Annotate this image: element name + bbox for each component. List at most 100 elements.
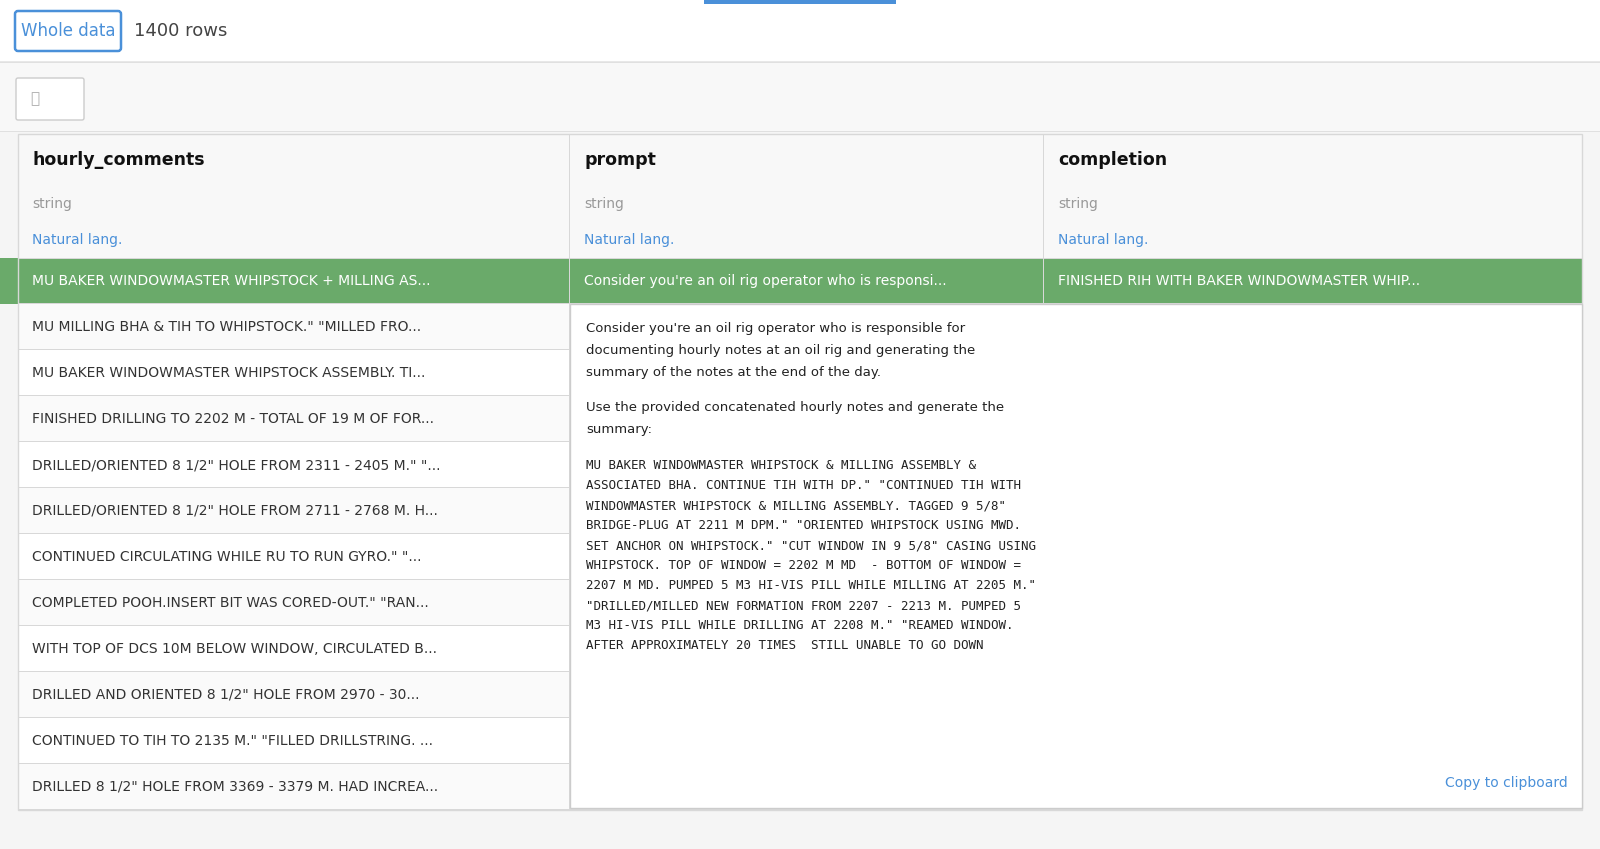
- Text: Consider you're an o...: Consider you're an o...: [584, 412, 741, 426]
- Text: INSUCC...: INSUCC...: [1058, 320, 1123, 334]
- Text: FINISHED RIH WITH BAKER WINDOWMASTER WHIP...: FINISHED RIH WITH BAKER WINDOWMASTER WHI…: [1058, 274, 1421, 288]
- Bar: [18, 533, 1582, 534]
- Text: Consider you're an o...: Consider you're an o...: [584, 550, 741, 564]
- Bar: [18, 134, 1582, 258]
- Text: Consider you're an o...: Consider you're an o...: [584, 688, 741, 702]
- Text: completion: completion: [1058, 151, 1166, 169]
- Bar: [18, 717, 1582, 718]
- FancyBboxPatch shape: [16, 78, 83, 120]
- Text: DRILLED AND ORIENTED 8 1/2" HOLE FROM 2970 - 30...: DRILLED AND ORIENTED 8 1/2" HOLE FROM 29…: [32, 688, 419, 702]
- Bar: [18, 671, 1582, 672]
- Text: M3 HI-VIS PILL WHILE DRILLING AT 2208 M." "REAMED WINDOW.: M3 HI-VIS PILL WHILE DRILLING AT 2208 M.…: [586, 619, 1013, 633]
- Bar: [18, 258, 1582, 259]
- Text: string: string: [32, 197, 72, 211]
- Text: Consider you're an o...: Consider you're an o...: [584, 596, 741, 610]
- Text: hourly_comments: hourly_comments: [32, 151, 205, 169]
- Text: WHIPSTOCK. TOP OF WINDOW = 2202 M MD  - BOTTOM OF WINDOW =: WHIPSTOCK. TOP OF WINDOW = 2202 M MD - B…: [586, 559, 1021, 572]
- Text: CONTINUED TO TIH TO 2135 M." "FILLED DRILLSTRING. ...: CONTINUED TO TIH TO 2135 M." "FILLED DRI…: [32, 734, 434, 748]
- Text: MU BAKER WINDOWMASTER WHIPSTOCK & MILLING ASSEMBLY &: MU BAKER WINDOWMASTER WHIPSTOCK & MILLIN…: [586, 459, 976, 472]
- Text: DRILLED/ORIENTED 8 1/2" HOLE FROM 2711 - 2768 M. H...: DRILLED/ORIENTED 8 1/2" HOLE FROM 2711 -…: [32, 504, 438, 518]
- Text: AFTER APPROXIMATELY 20 TIMES  STILL UNABLE TO GO DOWN: AFTER APPROXIMATELY 20 TIMES STILL UNABL…: [586, 639, 984, 652]
- Text: string: string: [1058, 197, 1098, 211]
- Bar: [0, 62, 1600, 132]
- Text: Natural lang.: Natural lang.: [1058, 233, 1149, 247]
- Text: ROM 217...: ROM 217...: [1058, 366, 1134, 380]
- Bar: [18, 764, 1582, 810]
- Bar: [18, 718, 1582, 764]
- Text: summary of the notes at the end of the day.: summary of the notes at the end of the d…: [586, 366, 882, 379]
- Bar: [0, 131, 1600, 132]
- Bar: [18, 672, 1582, 718]
- Text: WITH TOP OF DCS 10M BELOW WINDOW, CIRCULATED B...: WITH TOP OF DCS 10M BELOW WINDOW, CIRCUL…: [32, 642, 437, 656]
- Text: 1400 rows: 1400 rows: [134, 22, 227, 40]
- Text: Use the provided concatenated hourly notes and generate the: Use the provided concatenated hourly not…: [586, 402, 1005, 414]
- Text: Consider you're an oil rig operator who is responsi...: Consider you're an oil rig operator who …: [584, 274, 947, 288]
- Text: H WITH ...: H WITH ...: [1058, 412, 1126, 426]
- Text: WINDOWMASTER WHIPSTOCK & MILLING ASSEMBLY. TAGGED 9 5/8": WINDOWMASTER WHIPSTOCK & MILLING ASSEMBL…: [586, 499, 1006, 512]
- Text: "DRILLED/MILLED NEW FORMATION FROM 2207 - 2213 M. PUMPED 5: "DRILLED/MILLED NEW FORMATION FROM 2207 …: [586, 599, 1021, 612]
- Bar: [18, 488, 1582, 534]
- Text: 🔍: 🔍: [30, 92, 38, 106]
- Text: summary:: summary:: [586, 423, 653, 436]
- Bar: [18, 534, 1582, 580]
- Text: Consider you're an oil rig operator who is responsi...: Consider you're an oil rig operator who …: [584, 780, 947, 794]
- Text: Consider you're an o...: Consider you're an o...: [584, 642, 741, 656]
- Bar: [570, 304, 1582, 808]
- Bar: [18, 258, 1582, 304]
- Text: BRIDGE-PLUG AT 2211 M DPM." "ORIENTED WHIPSTOCK USING MWD.: BRIDGE-PLUG AT 2211 M DPM." "ORIENTED WH…: [586, 520, 1021, 532]
- Bar: [18, 304, 1582, 350]
- Text: Consider you're an o...: Consider you're an o...: [584, 366, 741, 380]
- Text: TOR AT ...: TOR AT ...: [1058, 504, 1126, 518]
- Text: ROM 27...: ROM 27...: [1058, 642, 1125, 656]
- Text: string: string: [584, 197, 624, 211]
- Text: MU BAKER WINDOWMASTER WHIPSTOCK + MILLING AS...: MU BAKER WINDOWMASTER WHIPSTOCK + MILLIN…: [32, 274, 430, 288]
- Bar: [18, 487, 1582, 488]
- Bar: [0, 61, 1600, 62]
- FancyBboxPatch shape: [14, 11, 122, 51]
- Text: DRILLED 8 1/2" HOLE FROM 3390 - 3573 M. CIRCUL...: DRILLED 8 1/2" HOLE FROM 3390 - 3573 M. …: [1058, 780, 1427, 794]
- Text: Copy to clipboard: Copy to clipboard: [1445, 776, 1568, 790]
- Bar: [18, 580, 1582, 626]
- Bar: [18, 441, 1582, 442]
- Text: CIRCULA...: CIRCULA...: [1058, 688, 1131, 702]
- Bar: [18, 442, 1582, 488]
- Text: Natural lang.: Natural lang.: [584, 233, 675, 247]
- Bar: [18, 626, 1582, 672]
- Text: OT MAK...: OT MAK...: [1058, 550, 1125, 564]
- Text: DRILLED/ORIENTED 8 1/2" HOLE FROM 2311 - 2405 M." "...: DRILLED/ORIENTED 8 1/2" HOLE FROM 2311 -…: [32, 458, 440, 472]
- Text: ASSOCIATED BHA. CONTINUE TIH WITH DP." "CONTINUED TIH WITH: ASSOCIATED BHA. CONTINUE TIH WITH DP." "…: [586, 479, 1021, 492]
- Text: Consider you're an oil rig operator who is responsi...: Consider you're an oil rig operator who …: [584, 734, 947, 748]
- Text: MU MILLING BHA & TIH TO WHIPSTOCK." "MILLED FRO...: MU MILLING BHA & TIH TO WHIPSTOCK." "MIL…: [32, 320, 421, 334]
- Bar: [18, 809, 1582, 810]
- Text: DRILLED 8 1/2" HOLE FROM 3369 - 3379 M. HAD INCREA...: DRILLED 8 1/2" HOLE FROM 3369 - 3379 M. …: [32, 780, 438, 794]
- Bar: [18, 625, 1582, 626]
- Bar: [18, 763, 1582, 764]
- Text: 2207 M MD. PUMPED 5 M3 HI-VIS PILL WHILE MILLING AT 2205 M.": 2207 M MD. PUMPED 5 M3 HI-VIS PILL WHILE…: [586, 579, 1037, 593]
- Text: Natural lang.: Natural lang.: [32, 233, 122, 247]
- Text: prompt: prompt: [584, 151, 656, 169]
- Bar: [18, 303, 1582, 304]
- Text: FINISHED DRILLING TO 2202 M - TOTAL OF 19 M OF FOR...: FINISHED DRILLING TO 2202 M - TOTAL OF 1…: [32, 412, 434, 426]
- Bar: [18, 349, 1582, 350]
- Text: 405 - 27...: 405 - 27...: [1058, 458, 1128, 472]
- Text: DRILLED 8 1/2" HOLE FROM 3057 - 3379 M.CIRCULA...: DRILLED 8 1/2" HOLE FROM 3057 - 3379 M.C…: [1058, 734, 1432, 748]
- Bar: [18, 350, 1582, 396]
- Bar: [18, 395, 1582, 396]
- Bar: [0, 62, 1600, 63]
- Text: MU BAKER WINDOWMASTER WHIPSTOCK ASSEMBLY. TI...: MU BAKER WINDOWMASTER WHIPSTOCK ASSEMBLY…: [32, 366, 426, 380]
- Text: COMPLETED POOH.INSERT BIT WAS CORED-OUT." "RAN...: COMPLETED POOH.INSERT BIT WAS CORED-OUT.…: [32, 596, 429, 610]
- Text: Consider you're an oil rig operator who is responsible for: Consider you're an oil rig operator who …: [586, 322, 965, 335]
- Text: Consider you're an o...: Consider you're an o...: [584, 504, 741, 518]
- Bar: [18, 396, 1582, 442]
- Text: SET ANCHOR ON WHIPSTOCK." "CUT WINDOW IN 9 5/8" CASING USING: SET ANCHOR ON WHIPSTOCK." "CUT WINDOW IN…: [586, 539, 1037, 552]
- Text: ON. CAV...: ON. CAV...: [1058, 596, 1128, 610]
- Text: Whole data: Whole data: [21, 22, 115, 40]
- Text: Consider you're an o...: Consider you're an o...: [584, 320, 741, 334]
- Text: documenting hourly notes at an oil rig and generating the: documenting hourly notes at an oil rig a…: [586, 344, 976, 357]
- Bar: [18, 579, 1582, 580]
- Bar: [18, 134, 1582, 810]
- Bar: [0, 258, 18, 304]
- Text: Consider you're an o...: Consider you're an o...: [584, 458, 741, 472]
- Text: CONTINUED CIRCULATING WHILE RU TO RUN GYRO." "...: CONTINUED CIRCULATING WHILE RU TO RUN GY…: [32, 550, 421, 564]
- Bar: [0, 0, 1600, 62]
